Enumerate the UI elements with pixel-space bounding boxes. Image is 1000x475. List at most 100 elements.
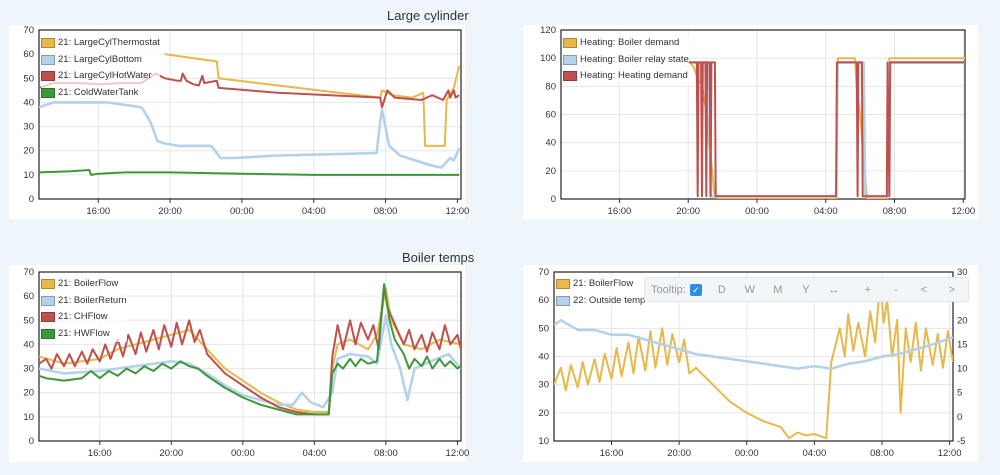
- x-tick-label: 04:00: [302, 206, 326, 217]
- y2-tick-label: 10: [957, 364, 968, 375]
- x-tick-label: 08:00: [374, 206, 398, 217]
- zoom-out-button[interactable]: -: [894, 283, 898, 296]
- legend-swatch: [41, 38, 55, 49]
- legend-item[interactable]: 21: BoilerFlow: [556, 276, 645, 293]
- series-line-3: [39, 169, 460, 176]
- pan-right-button[interactable]: >: [948, 283, 956, 296]
- fit-width-button[interactable]: ↔: [828, 283, 840, 296]
- x-tick-label: 12:00: [951, 206, 975, 217]
- chart-legend: 21: LargeCylThermostat 21: LargeCylBottom…: [41, 35, 160, 101]
- range-year-button[interactable]: Y: [802, 283, 810, 296]
- legend-swatch: [41, 328, 55, 339]
- series-line-1: [39, 101, 461, 169]
- y-tick-label: 120: [540, 25, 556, 36]
- chart-panel-cylinder-temps: 0 10 20 30 40 50 60 70 16:00 20:00 00:00 04:00 08:00…: [9, 25, 469, 219]
- zoom-in-button[interactable]: +: [864, 283, 872, 296]
- x-tick-label: 00:00: [230, 206, 254, 217]
- chart-legend: 21: BoilerFlow 21: BoilerReturn 21: CHFlow…: [41, 276, 127, 342]
- section-title-large-cylinder: Large cylinder: [387, 8, 469, 23]
- y-tick-label: 50: [23, 315, 34, 326]
- range-week-button[interactable]: W: [744, 283, 756, 296]
- legend-item[interactable]: 21: CHFlow: [41, 309, 127, 326]
- y-tick-label: 70: [538, 267, 549, 278]
- legend-swatch: [556, 279, 570, 290]
- legend-label: Heating: Boiler demand: [580, 37, 680, 48]
- y-tick-label: 0: [551, 194, 556, 205]
- legend-swatch: [563, 38, 577, 49]
- y-tick-label: 20: [545, 166, 556, 177]
- legend-label: 21: LargeCylThermostat: [58, 37, 160, 48]
- y-tick-label: 20: [23, 146, 34, 157]
- legend-label: 21: ColdWaterTank: [58, 86, 139, 98]
- legend-label: 21: LargeCylBottom: [58, 53, 142, 65]
- legend-item[interactable]: 21: HWFlow: [41, 326, 127, 343]
- x-tick-label: 04:00: [302, 448, 326, 459]
- legend-item[interactable]: 21: LargeCylThermostat: [41, 35, 160, 52]
- legend-item[interactable]: Heating: Heating demand: [563, 68, 689, 85]
- legend-swatch: [41, 87, 55, 98]
- legend-swatch: [563, 71, 577, 82]
- y-tick-label: 50: [23, 73, 34, 84]
- legend-item[interactable]: 22: Outside temp: [556, 293, 645, 310]
- y-tick-label: 0: [29, 436, 34, 447]
- y2-tick-label: -5: [957, 436, 965, 447]
- x-tick-label: 20:00: [159, 448, 183, 459]
- y-tick-label: 0: [29, 194, 34, 205]
- chart-panel-boiler-temps: 0 10 20 30 40 50 60 70 16:00 20:00 00:00 04:00 08:00…: [9, 265, 469, 462]
- series-line-3: [39, 283, 461, 416]
- y2-tick-label: 5: [957, 388, 962, 399]
- legend-label: 21: BoilerFlow: [573, 278, 634, 289]
- x-tick-label: 12:00: [446, 206, 470, 217]
- x-tick-label: 20:00: [158, 206, 182, 217]
- legend-label: 21: BoilerReturn: [58, 294, 127, 306]
- x-tick-label: 20:00: [676, 206, 700, 217]
- plot-area-frame: [38, 29, 462, 200]
- chart-toolbar: Tooltip: ✓ D W M Y ↔ + - < >: [644, 277, 969, 302]
- series-line-0: [554, 279, 953, 440]
- legend-swatch: [41, 71, 55, 82]
- range-day-button[interactable]: D: [717, 283, 726, 296]
- legend-item[interactable]: 21: BoilerReturn: [41, 293, 127, 310]
- x-tick-label: 12:00: [446, 448, 470, 459]
- y-tick-label: 50: [538, 323, 549, 334]
- legend-label: Heating: Boiler relay state: [580, 53, 689, 65]
- y-tick-label: 40: [538, 352, 549, 363]
- range-month-button[interactable]: M: [773, 283, 783, 296]
- x-tick-label: 00:00: [735, 448, 759, 459]
- legend-item[interactable]: 21: LargeCylHotWater: [41, 68, 160, 85]
- pan-left-button[interactable]: <: [920, 283, 928, 296]
- y-tick-label: 10: [23, 170, 34, 181]
- legend-item[interactable]: Heating: Boiler relay state: [563, 52, 689, 69]
- legend-item[interactable]: 21: ColdWaterTank: [41, 85, 160, 102]
- y-tick-label: 100: [540, 53, 556, 64]
- y-tick-label: 70: [23, 267, 34, 278]
- legend-swatch: [41, 54, 55, 65]
- legend-swatch: [563, 54, 577, 65]
- y2-tick-label: 20: [957, 315, 968, 326]
- legend-item[interactable]: 21: BoilerFlow: [41, 276, 127, 293]
- chart-legend: 21: BoilerFlow 22: Outside temp: [556, 276, 646, 310]
- chart-svg-0: 0 10 20 30 40 50 60 70 16:00 20:00 00:00 04:00 08:00…: [23, 25, 469, 217]
- legend-label: 21: BoilerFlow: [58, 278, 119, 289]
- y-tick-label: 30: [538, 380, 549, 391]
- y-tick-label: 60: [23, 49, 34, 60]
- legend-item[interactable]: 21: LargeCylBottom: [41, 52, 160, 69]
- series-line-2: [688, 61, 965, 198]
- tooltip-checkbox[interactable]: ✓: [689, 283, 702, 296]
- y-tick-label: 20: [538, 408, 549, 419]
- legend-item[interactable]: Heating: Boiler demand: [563, 35, 689, 52]
- y-tick-label: 10: [538, 436, 549, 447]
- x-tick-label: 16:00: [600, 448, 624, 459]
- y-tick-label: 30: [23, 122, 34, 133]
- y-tick-label: 70: [23, 25, 34, 36]
- x-tick-label: 16:00: [88, 448, 112, 459]
- legend-swatch: [41, 312, 55, 323]
- x-tick-label: 08:00: [870, 448, 894, 459]
- y-tick-label: 40: [23, 97, 34, 108]
- legend-swatch: [41, 295, 55, 306]
- y-tick-label: 60: [545, 110, 556, 121]
- chart-svg-1: 0 20 40 60 80 100 120 16:00 20:00 00:00 04:00 08:00…: [540, 25, 975, 217]
- x-tick-label: 00:00: [231, 448, 255, 459]
- x-tick-label: 00:00: [745, 206, 769, 217]
- x-tick-label: 16:00: [608, 206, 632, 217]
